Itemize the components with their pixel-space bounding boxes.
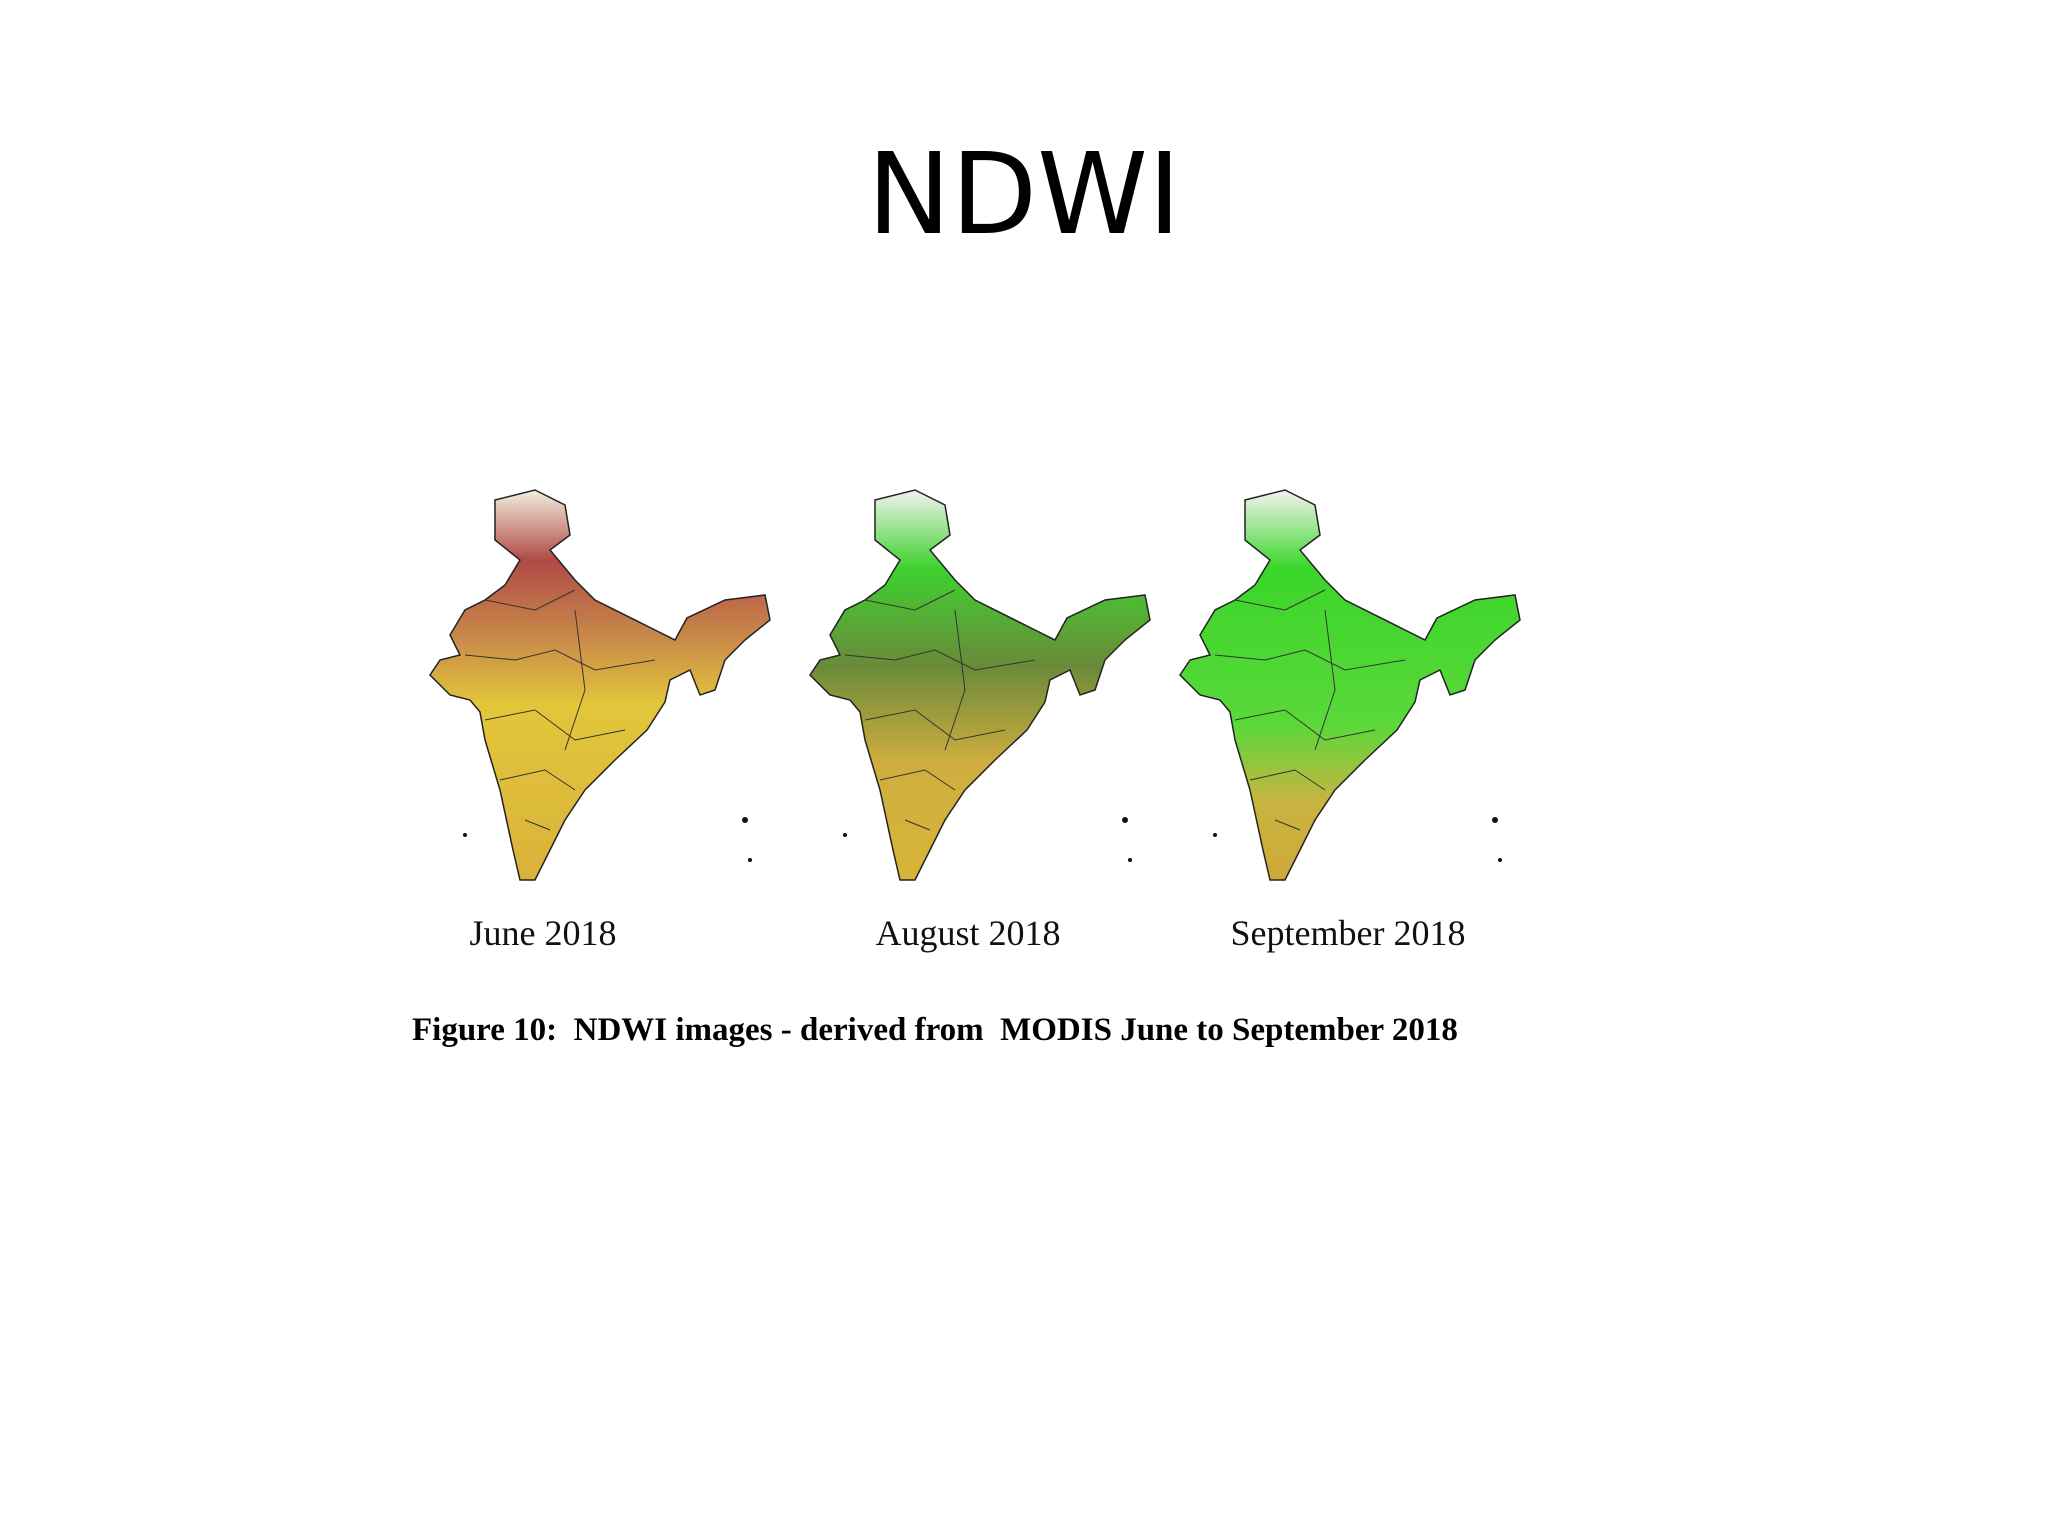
slide-title: NDWI [867, 130, 1181, 260]
map-figure [429, 489, 1521, 881]
map-june [429, 489, 771, 881]
panel-label: June 2018 [469, 913, 617, 953]
panel-label: August 2018 [875, 913, 1061, 953]
map-august [809, 489, 1151, 881]
panel-label: September 2018 [1230, 913, 1466, 953]
map-september [1179, 489, 1521, 881]
figure-caption: Figure 10: NDWI images - derived from MO… [412, 1012, 1458, 1048]
